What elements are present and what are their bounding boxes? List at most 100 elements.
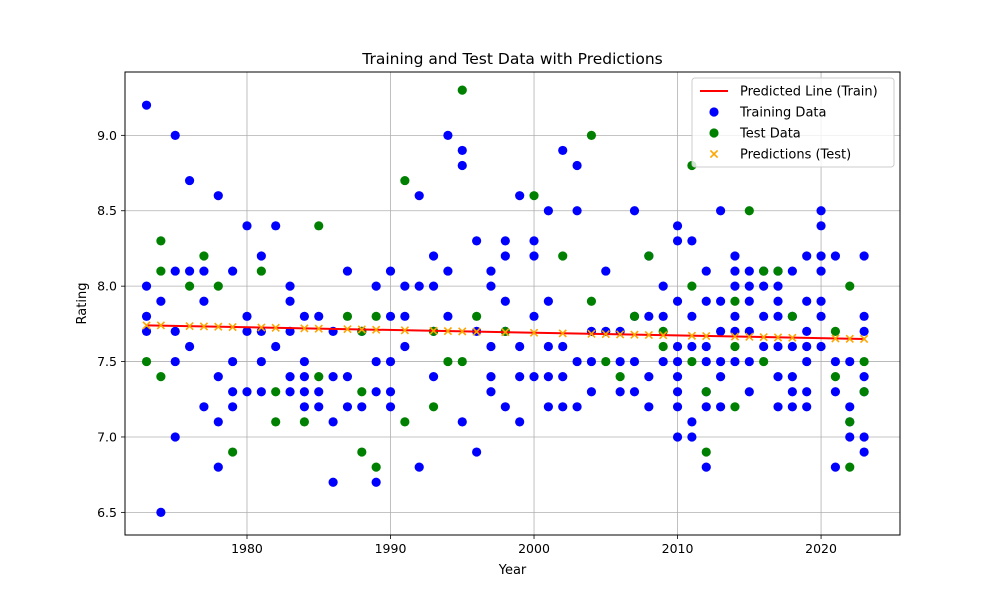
training-point (371, 281, 381, 291)
test-point (601, 356, 611, 367)
training-point (543, 402, 553, 412)
prediction-marker (199, 322, 209, 331)
training-point (701, 462, 711, 472)
training-point (170, 326, 180, 337)
training-point (830, 387, 841, 397)
training-point (773, 402, 783, 412)
training-point (428, 372, 439, 382)
prediction-marker (745, 332, 754, 341)
prediction-marker (601, 329, 610, 339)
training-point (744, 356, 754, 367)
training-point (716, 296, 726, 306)
training-point (787, 387, 797, 397)
training-point (629, 206, 640, 216)
training-point (859, 326, 869, 337)
training-point (486, 266, 496, 276)
prediction-marker (558, 329, 567, 338)
prediction-marker (702, 331, 711, 341)
test-point (141, 356, 152, 367)
training-point (830, 356, 841, 367)
training-point (802, 296, 812, 306)
training-point (199, 266, 209, 276)
test-point (787, 311, 797, 321)
training-data-points (141, 100, 869, 517)
training-point (759, 341, 769, 352)
training-point (141, 281, 152, 291)
test-point (558, 251, 568, 261)
x-tick-label: 1990 (375, 541, 407, 556)
prediction-marker (185, 321, 194, 331)
test-point (199, 251, 209, 261)
training-point (414, 191, 424, 201)
training-point (357, 402, 367, 412)
prediction-markers (142, 321, 869, 344)
training-point (658, 356, 668, 367)
training-point (170, 432, 180, 442)
training-point (314, 387, 324, 397)
training-point (228, 402, 238, 412)
training-point (285, 296, 295, 306)
training-point (672, 372, 683, 382)
training-point (228, 266, 238, 276)
training-point (543, 206, 553, 216)
training-point (242, 311, 252, 321)
legend-label: Predictions (Test) (740, 148, 851, 163)
test-point (271, 387, 281, 397)
training-point (486, 281, 496, 291)
training-point (271, 341, 281, 352)
training-point (328, 372, 338, 382)
training-point (802, 402, 812, 412)
training-point (558, 145, 568, 156)
training-point (256, 387, 266, 397)
training-point (744, 266, 754, 276)
training-point (213, 191, 223, 201)
prediction-marker (730, 332, 740, 341)
test-point (859, 356, 869, 367)
x-axis-label: Year (498, 563, 527, 578)
training-point (371, 356, 381, 367)
training-point (256, 251, 266, 261)
prediction-marker (214, 322, 223, 331)
test-point (342, 311, 353, 321)
training-point (787, 372, 797, 382)
training-point (802, 326, 812, 337)
training-point (328, 417, 338, 427)
legend-item: Test Data (709, 127, 801, 142)
training-point (400, 281, 410, 291)
training-point (558, 341, 568, 352)
test-point (472, 311, 482, 321)
test-point (830, 326, 841, 337)
training-point (687, 417, 697, 427)
training-point (701, 356, 711, 367)
training-point (543, 372, 553, 382)
training-point (457, 145, 467, 156)
y-tick-label: 9.0 (97, 128, 117, 143)
training-point (385, 311, 396, 321)
training-point (701, 266, 711, 276)
training-point (500, 296, 510, 306)
training-point (716, 206, 726, 216)
training-point (802, 387, 812, 397)
training-point (816, 341, 826, 352)
prediction-marker (314, 324, 323, 333)
prediction-marker (257, 323, 266, 332)
test-point (357, 447, 367, 457)
training-point (586, 387, 597, 397)
training-point (385, 356, 396, 367)
training-point (371, 477, 381, 487)
test-data-points (141, 85, 869, 472)
test-point (529, 191, 539, 201)
training-point (385, 402, 396, 412)
training-point (299, 372, 309, 382)
training-point (170, 356, 180, 367)
training-point (773, 341, 783, 352)
training-point (687, 341, 697, 352)
y-axis-label: Rating (75, 283, 90, 325)
training-point (141, 311, 152, 321)
y-tick-label: 8.0 (97, 279, 117, 294)
training-point (228, 387, 238, 397)
prediction-marker (687, 331, 697, 340)
training-point (515, 191, 525, 201)
training-point (529, 251, 539, 261)
training-point (816, 251, 826, 261)
